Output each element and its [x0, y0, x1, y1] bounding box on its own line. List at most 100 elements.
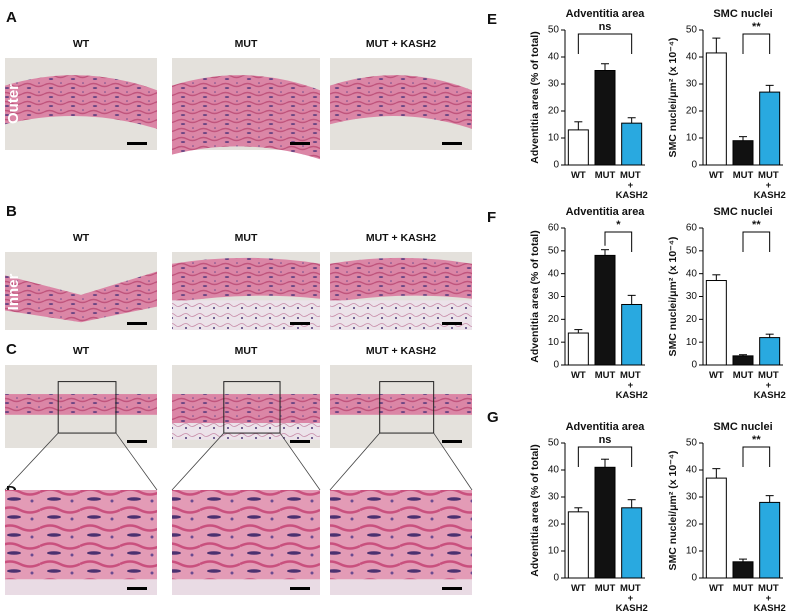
bar: [705, 280, 727, 366]
y-tick-label: 40: [686, 465, 698, 476]
charts: E F G Adventitia area Adventitia area (% of …: [487, 8, 786, 614]
y-axis-label: SMC nuclei/μm² (x 10⁻⁴): [667, 237, 679, 357]
bar: [732, 355, 754, 366]
bar: [594, 466, 616, 579]
error-bar: [739, 558, 747, 562]
y-tick-label: 40: [548, 268, 560, 279]
x-tick-label: WT: [571, 583, 586, 594]
scale-bar: [442, 322, 462, 325]
x-tick-label: MUT: [733, 170, 754, 181]
panel-letter: F: [487, 209, 496, 226]
y-tick-label: 30: [548, 492, 560, 503]
column-header: WT: [73, 38, 90, 50]
error-bar: [574, 329, 583, 334]
zoom-line: [433, 432, 473, 491]
zoom-box: [379, 381, 435, 434]
zoom-line: [4, 432, 59, 491]
y-tick-label: 10: [548, 546, 560, 557]
x-tick-label: MUT + KASH2: [616, 170, 648, 201]
adventitia: [172, 423, 320, 440]
column-header: MUT + KASH2: [366, 232, 436, 244]
significance-label: ns: [599, 434, 612, 446]
adventitia: [172, 300, 320, 330]
x-tick-label: MUT + KASH2: [616, 583, 648, 614]
tissue: [5, 75, 157, 129]
y-tick-label: 50: [686, 438, 698, 449]
bar: [621, 507, 643, 579]
zoom-box: [57, 381, 117, 434]
tissue: [330, 257, 472, 303]
y-tick-label: 50: [548, 438, 560, 449]
x-tick-label: WT: [709, 170, 724, 181]
y-axis-label: Adventitia area (% of total): [529, 444, 541, 576]
zoom-line: [115, 432, 158, 491]
y-tick-label: 10: [686, 546, 698, 557]
column-header: MUT: [235, 232, 258, 244]
x-tick-label: WT: [571, 370, 586, 381]
y-tick-label: 10: [686, 337, 698, 348]
bar: [732, 561, 754, 579]
error-bar: [601, 249, 609, 256]
y-tick-label: 0: [691, 160, 697, 171]
bar: [567, 129, 589, 166]
significance-bracket: [577, 446, 633, 467]
y-tick-label: 20: [686, 519, 698, 530]
error-bar: [712, 468, 721, 479]
chart-title: Adventitia area: [566, 206, 646, 218]
row-label: Inner: [5, 274, 22, 311]
significance-label: **: [752, 21, 761, 33]
tissue: [5, 271, 157, 323]
bar: [759, 91, 781, 166]
scale-bar: [442, 587, 462, 590]
y-tick-label: 30: [686, 79, 698, 90]
column-header: MUT + KASH2: [366, 345, 436, 357]
y-tick-label: 10: [548, 337, 560, 348]
x-tick-label: WT: [571, 170, 586, 181]
tissue: [172, 394, 320, 424]
y-tick-label: 40: [548, 465, 560, 476]
zoom-line: [279, 432, 321, 491]
panel-letter: B: [6, 203, 17, 220]
error-bar: [765, 495, 774, 503]
y-tick-label: 40: [548, 52, 560, 63]
panel-letter: A: [6, 9, 17, 26]
y-tick-label: 20: [548, 519, 560, 530]
y-tick-label: 60: [548, 223, 560, 234]
scale-bar: [127, 440, 147, 443]
column-header: MUT: [235, 345, 258, 357]
y-axis-label: SMC nuclei/μm² (x 10⁻⁴): [667, 38, 679, 158]
scale-bar: [290, 440, 310, 443]
y-tick-label: 10: [686, 133, 698, 144]
error-bar: [627, 294, 636, 305]
tissue: [172, 75, 320, 160]
error-bar: [574, 507, 583, 512]
error-bar: [627, 499, 636, 508]
scale-bar: [442, 440, 462, 443]
y-tick-label: 0: [553, 160, 559, 171]
significance-label: **: [752, 219, 761, 231]
scale-bar: [290, 322, 310, 325]
panel-letter: E: [487, 11, 497, 28]
x-tick-label: MUT + KASH2: [754, 370, 786, 401]
y-tick-label: 0: [691, 573, 697, 584]
chart-title: SMC nuclei: [713, 8, 772, 20]
x-tick-label: WT: [709, 583, 724, 594]
error-bar: [739, 136, 747, 141]
tissue: [330, 490, 472, 580]
bar: [594, 254, 616, 366]
bar: [594, 70, 616, 166]
bar: [732, 140, 754, 166]
significance-label: **: [752, 434, 761, 446]
y-tick-label: 0: [553, 573, 559, 584]
error-bar: [712, 274, 721, 281]
x-tick-label: MUT: [733, 583, 754, 594]
tissue: [5, 394, 157, 415]
error-bar: [765, 84, 774, 93]
bar: [567, 511, 589, 579]
bar: [621, 303, 643, 366]
y-tick-label: 30: [548, 291, 560, 302]
bar: [705, 52, 727, 166]
significance-bracket: [742, 33, 771, 54]
chart-title: Adventitia area: [566, 421, 646, 433]
